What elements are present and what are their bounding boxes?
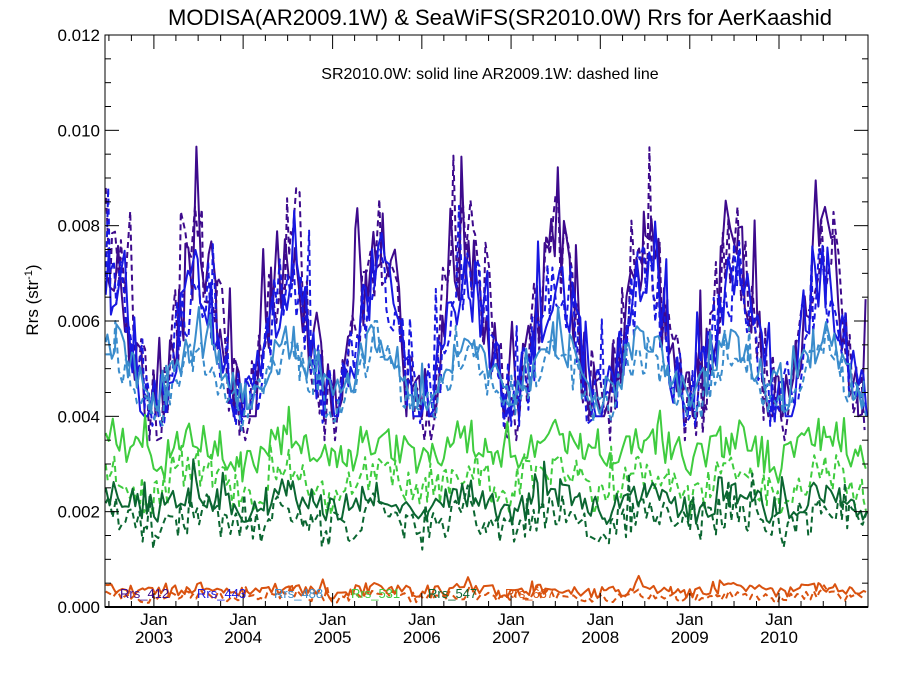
y-tick-label: 0.008	[57, 217, 100, 236]
legend-entry-rrs-443: Rrs_443	[197, 586, 246, 601]
x-tick-label-month: Jan	[765, 610, 792, 629]
x-tick-label-month: Jan	[676, 610, 703, 629]
y-tick-label: 0.004	[57, 407, 100, 426]
x-tick-label-month: Jan	[319, 610, 346, 629]
series-line-rrs-412-dashed	[104, 146, 866, 442]
series-line-rrs-547-solid	[104, 458, 868, 526]
series-line-rrs-667-dashed	[105, 582, 866, 604]
legend: Rrs_412 Rrs_443 Rrs_488 Rrs_531 Rrs_547 Rrs_6…	[120, 586, 554, 601]
legend-entry-rrs-531: Rrs_531	[351, 586, 400, 601]
y-tick-label: 0.002	[57, 503, 100, 522]
series-line-rrs-412-solid	[105, 145, 867, 418]
series-line-rrs-531-solid	[104, 405, 867, 484]
line-style-note: SR2010.0W: solid line AR2009.1W: dashed …	[321, 66, 659, 83]
x-tick-label-year: 2005	[314, 628, 352, 647]
series-line-rrs-488-dashed	[105, 320, 868, 432]
x-tick-label-year: 2010	[760, 628, 798, 647]
series-line-rrs-488-solid	[104, 305, 865, 415]
axes-layer: 0.0000.0020.0040.0060.0080.0100.012Jan20…	[57, 26, 869, 647]
series-line-rrs-667-solid	[105, 574, 867, 600]
x-tick-label-month: Jan	[408, 610, 435, 629]
x-tick-label-year: 2006	[403, 628, 441, 647]
series-layer	[104, 145, 868, 604]
series-line-rrs-443-dashed	[104, 186, 867, 427]
y-axis-label-main: Rrs (str	[23, 280, 42, 336]
x-tick-label-year: 2008	[581, 628, 619, 647]
y-axis-label-end: )	[23, 264, 42, 270]
y-tick-label: 0.000	[57, 598, 100, 617]
x-tick-label-month: Jan	[497, 610, 524, 629]
y-axis-label-sup: -1	[23, 270, 35, 280]
x-tick-label-year: 2004	[224, 628, 262, 647]
x-tick-label-month: Jan	[229, 610, 256, 629]
chart-title: MODISA(AR2009.1W) & SeaWiFS(SR2010.0W) R…	[168, 5, 832, 30]
legend-entry-rrs-412: Rrs_412	[120, 586, 169, 601]
y-axis-label: Rrs (str-1)	[23, 264, 42, 335]
x-tick-label-year: 2009	[671, 628, 709, 647]
x-tick-label-month: Jan	[587, 610, 614, 629]
legend-entry-rrs-667: Rrs_667	[505, 586, 554, 601]
x-tick-label-month: Jan	[140, 610, 167, 629]
series-line-rrs-547-dashed	[104, 472, 868, 551]
legend-entry-rrs-488: Rrs_488	[274, 586, 323, 601]
y-tick-label: 0.010	[57, 121, 100, 140]
series-line-rrs-531-dashed	[104, 442, 867, 517]
x-tick-label-year: 2003	[135, 628, 173, 647]
legend-entry-rrs-547: Rrs_547	[428, 586, 477, 601]
y-tick-label: 0.006	[57, 312, 100, 331]
y-tick-label: 0.012	[57, 26, 100, 45]
x-tick-label-year: 2007	[492, 628, 530, 647]
